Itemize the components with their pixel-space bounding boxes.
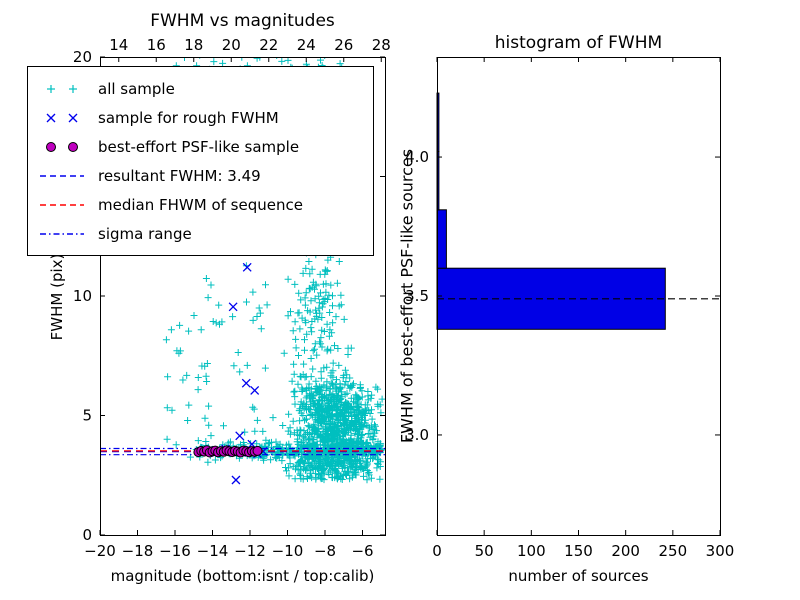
circle-legend-marker xyxy=(46,141,78,152)
tick-label: −18 xyxy=(122,542,154,560)
right-axes-frame xyxy=(437,57,721,536)
tick-label: −8 xyxy=(314,542,336,560)
legend-label: sigma range xyxy=(98,224,192,243)
left-plot-xlabel: magnitude (bottom:isnt / top:calib) xyxy=(110,567,375,585)
tick-label: 20 xyxy=(222,36,241,54)
legend-item: best-effort PSF-like sample xyxy=(38,132,363,161)
left-axes-frame xyxy=(100,57,386,536)
tick-label: 26 xyxy=(334,36,353,54)
tick-label: 22 xyxy=(259,36,278,54)
legend-item: all sample xyxy=(38,74,363,103)
tick-label: 0 xyxy=(82,526,92,544)
legend-label: best-effort PSF-like sample xyxy=(98,137,300,156)
tick-label: −12 xyxy=(234,542,266,560)
right-plot-title: histogram of FWHM xyxy=(494,33,663,53)
plus-legend-marker xyxy=(47,84,77,93)
tick-label: −6 xyxy=(351,542,373,560)
legend-label: median FHWM of sequence xyxy=(98,195,303,214)
legend-item: resultant FWHM: 3.49 xyxy=(38,161,363,190)
tick-label: 200 xyxy=(611,542,640,560)
right-plot-xlabel: number of sources xyxy=(508,567,649,585)
tick-label: 100 xyxy=(517,542,546,560)
tick-label: 10 xyxy=(73,287,92,305)
dashed-line-legend-marker xyxy=(40,203,84,206)
legend-item: sigma range xyxy=(38,219,363,248)
scatter-psf-like-sample xyxy=(252,445,263,456)
tick-label: 300 xyxy=(706,542,735,560)
tick-label: 18 xyxy=(184,36,203,54)
tick-label: 24 xyxy=(297,36,316,54)
dashed-line-legend-marker xyxy=(40,174,84,177)
tick-label: 16 xyxy=(147,36,166,54)
legend-box: all sample sample for rough FWHM best-effo… xyxy=(27,66,374,256)
tick-label: 150 xyxy=(564,542,593,560)
tick-label: 4.0 xyxy=(405,148,429,166)
tick-label: −14 xyxy=(197,542,229,560)
tick-label: 5 xyxy=(82,407,92,425)
histogram-bar xyxy=(436,209,447,269)
legend-label: all sample xyxy=(98,79,175,98)
left-plot-ylabel: FWHM (pix) xyxy=(48,253,66,341)
legend-label: resultant FWHM: 3.49 xyxy=(98,166,261,185)
tick-label: 0 xyxy=(432,542,442,560)
right-plot-ylabel: FWHM of best-effort PSF-like sources xyxy=(397,148,417,444)
tick-label: −10 xyxy=(272,542,304,560)
dashdot-line-legend-marker xyxy=(40,232,84,235)
tick-label: 3.0 xyxy=(405,426,429,444)
tick-label: 250 xyxy=(659,542,688,560)
tick-label: 50 xyxy=(475,542,494,560)
left-plot-title: FWHM vs magnitudes xyxy=(150,11,335,31)
tick-label: 3.5 xyxy=(405,287,429,305)
tick-label: 28 xyxy=(372,36,391,54)
legend-label: sample for rough FWHM xyxy=(98,108,279,127)
x-legend-marker xyxy=(46,113,78,122)
tick-label: 14 xyxy=(109,36,128,54)
tick-label: −20 xyxy=(84,542,116,560)
tick-label: 20 xyxy=(73,48,92,66)
legend-item: sample for rough FWHM xyxy=(38,103,363,132)
legend-item: median FHWM of sequence xyxy=(38,190,363,219)
tick-label: −16 xyxy=(159,542,191,560)
